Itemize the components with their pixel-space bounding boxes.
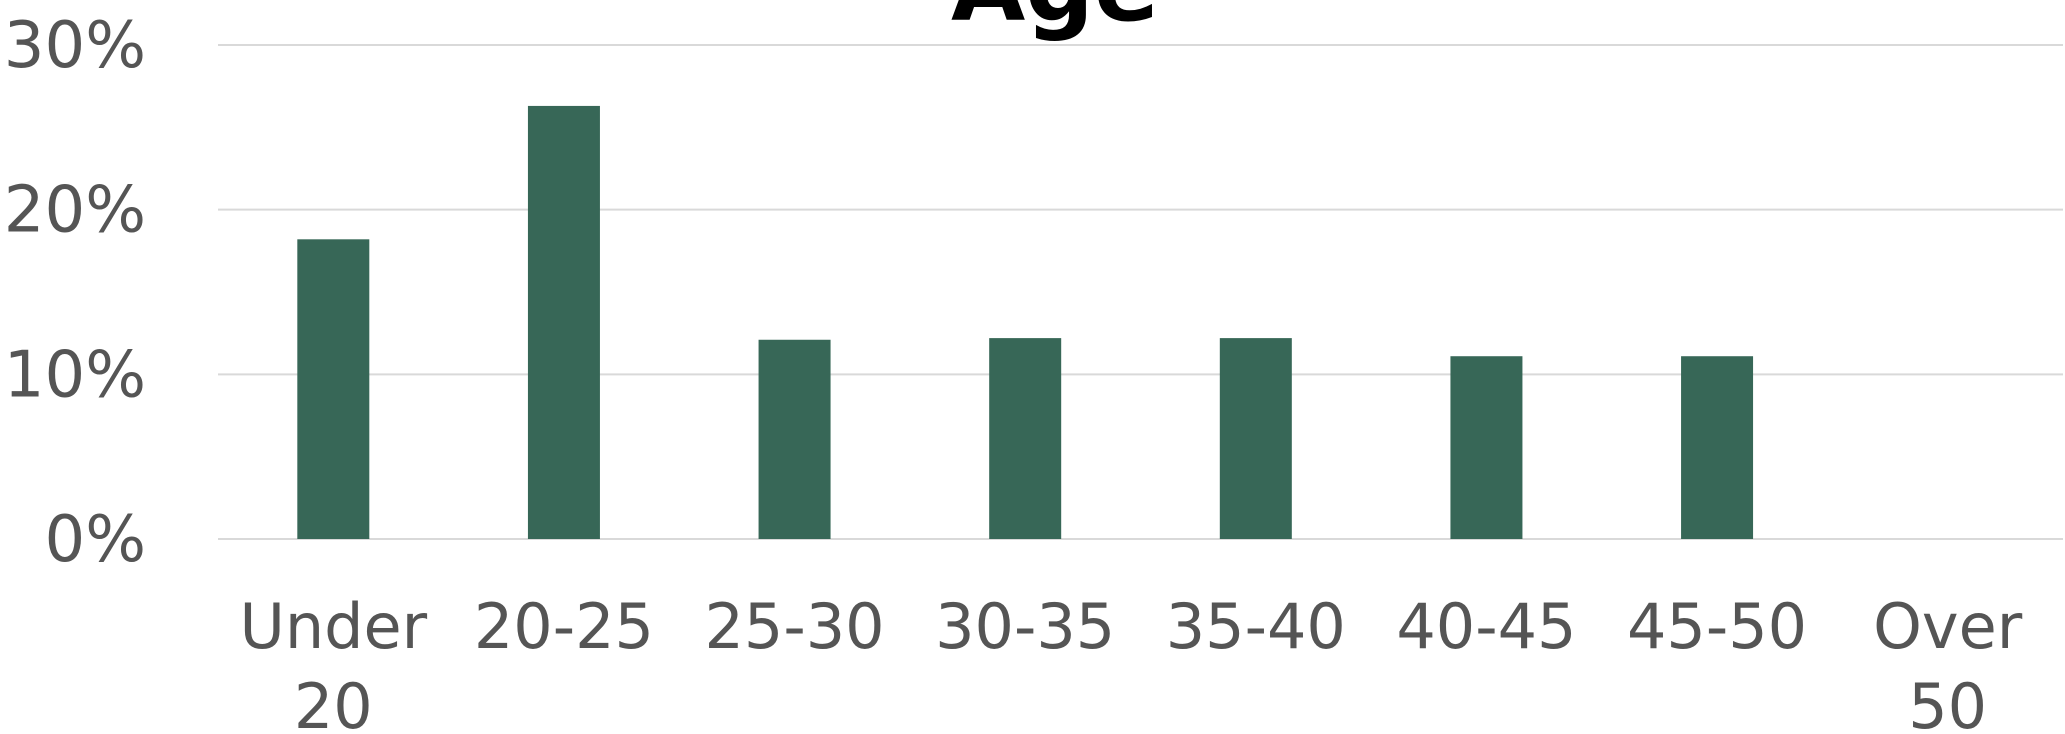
bar	[527, 105, 600, 539]
x-category-label-line: 25-30	[704, 590, 884, 663]
x-category-label: Over 50	[1873, 590, 2023, 734]
x-category-label-line: 20-25	[474, 590, 654, 663]
x-category-label: 35-40	[1166, 590, 1346, 663]
x-category-label: 45-50	[1627, 590, 1807, 663]
y-tick-label: 0%	[44, 503, 146, 577]
y-axis-tick-labels: 0% 10% 20% 30%	[4, 9, 146, 577]
x-axis-category-labels: Under 20 20-25 25-30 30-35 35-40 40-45 45-50 Ove…	[239, 590, 2022, 734]
gridlines	[218, 44, 2063, 540]
y-tick-label: 30%	[4, 9, 146, 83]
x-category-label-line: Under	[239, 590, 427, 663]
chart-title: Age	[951, 0, 1159, 43]
bar	[1450, 356, 1523, 539]
bar	[758, 339, 831, 539]
x-category-label-line: 40-45	[1396, 590, 1576, 663]
x-category-label: 20-25	[474, 590, 654, 663]
x-category-label-line: 50	[1908, 670, 1987, 734]
x-category-label-line: 45-50	[1627, 590, 1807, 663]
x-category-label-line: 30-35	[935, 590, 1115, 663]
x-category-label: Under 20	[239, 590, 427, 734]
x-category-label: 25-30	[704, 590, 884, 663]
x-category-label-line: 35-40	[1166, 590, 1346, 663]
bar	[1219, 338, 1292, 539]
y-tick-label: 20%	[4, 174, 146, 248]
y-tick-label: 10%	[4, 338, 146, 412]
bar	[1681, 356, 1754, 539]
bar	[989, 338, 1062, 539]
x-category-label-line: 20	[294, 670, 373, 734]
bars	[297, 105, 1754, 539]
x-category-label: 40-45	[1396, 590, 1576, 663]
bar	[297, 239, 370, 539]
x-category-label-line: Over	[1873, 590, 2023, 663]
x-category-label: 30-35	[935, 590, 1115, 663]
